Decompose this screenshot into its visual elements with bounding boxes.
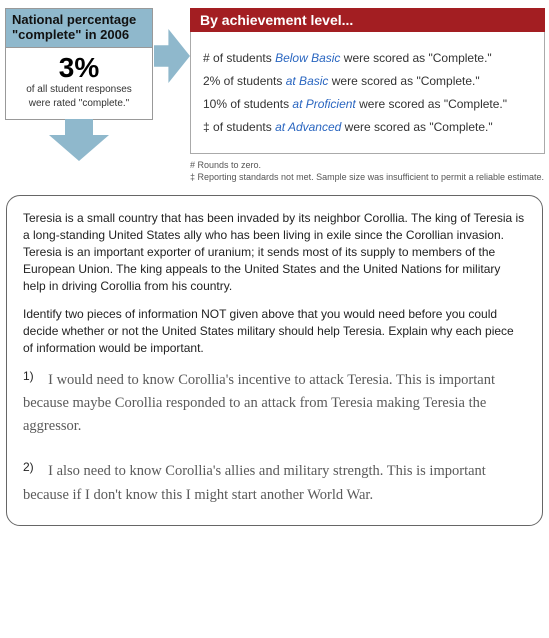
achievement-row: 2% of students at Basic were scored as "… <box>203 74 532 88</box>
achievement-row: 10% of students at Proficient were score… <box>203 97 532 111</box>
arrow-down-icon <box>49 119 109 161</box>
response-2-handwriting: I also need to know Corollia's allies an… <box>23 463 486 502</box>
row-symbol: 10% <box>203 97 227 111</box>
row-symbol: ‡ <box>203 120 210 134</box>
row-post: were scored as "Complete." <box>340 51 491 65</box>
prompt-paragraph-2: Identify two pieces of information NOT g… <box>23 306 526 356</box>
row-level: at Proficient <box>292 97 355 111</box>
footnote-1: # Rounds to zero. <box>190 160 545 172</box>
footnotes: # Rounds to zero. ‡ Reporting standards … <box>190 160 545 183</box>
achievement-body: # of students Below Basic were scored as… <box>190 32 545 154</box>
response-1-label: 1) <box>23 369 34 383</box>
response-2: 2) I also need to know Corollia's allies… <box>23 460 526 506</box>
question-box: Teresia is a small country that has been… <box>6 195 543 525</box>
percent-sub-1: of all student responses <box>10 84 148 97</box>
row-pre: of students <box>210 51 275 65</box>
arrow-right-wrap <box>154 8 190 86</box>
row-post: were scored as "Complete." <box>356 97 507 111</box>
percent-value: 3% <box>10 54 148 82</box>
row-pre: of students <box>220 74 285 88</box>
row-pre: of students <box>227 97 292 111</box>
left-column: National percentage "complete" in 2006 3… <box>4 8 154 161</box>
row-level: Below Basic <box>275 51 340 65</box>
percent-sub-2: were rated "complete." <box>10 98 148 111</box>
national-pct-box: 3% of all student responses were rated "… <box>5 48 153 120</box>
achievement-row: ‡ of students at Advanced were scored as… <box>203 120 532 134</box>
question-prompt: Teresia is a small country that has been… <box>23 210 526 356</box>
achievement-row: # of students Below Basic were scored as… <box>203 51 532 65</box>
top-section: National percentage "complete" in 2006 3… <box>0 0 549 183</box>
footnote-2: ‡ Reporting standards not met. Sample si… <box>190 172 545 184</box>
row-pre: of students <box>210 120 275 134</box>
row-level: at Basic <box>286 74 329 88</box>
achievement-header: By achievement level... <box>190 8 545 32</box>
national-pct-title: National percentage "complete" in 2006 <box>5 8 153 48</box>
arrow-right-icon <box>154 26 190 86</box>
row-post: were scored as "Complete." <box>328 74 479 88</box>
response-1: 1) I would need to know Corollia's incen… <box>23 369 526 439</box>
response-2-label: 2) <box>23 460 34 474</box>
response-1-handwriting: I would need to know Corollia's incentiv… <box>23 372 495 434</box>
row-symbol: 2% <box>203 74 220 88</box>
row-post: were scored as "Complete." <box>341 120 492 134</box>
row-symbol: # <box>203 51 210 65</box>
achievement-panel: By achievement level... # of students Be… <box>190 8 545 183</box>
prompt-paragraph-1: Teresia is a small country that has been… <box>23 210 526 294</box>
row-level: at Advanced <box>275 120 341 134</box>
